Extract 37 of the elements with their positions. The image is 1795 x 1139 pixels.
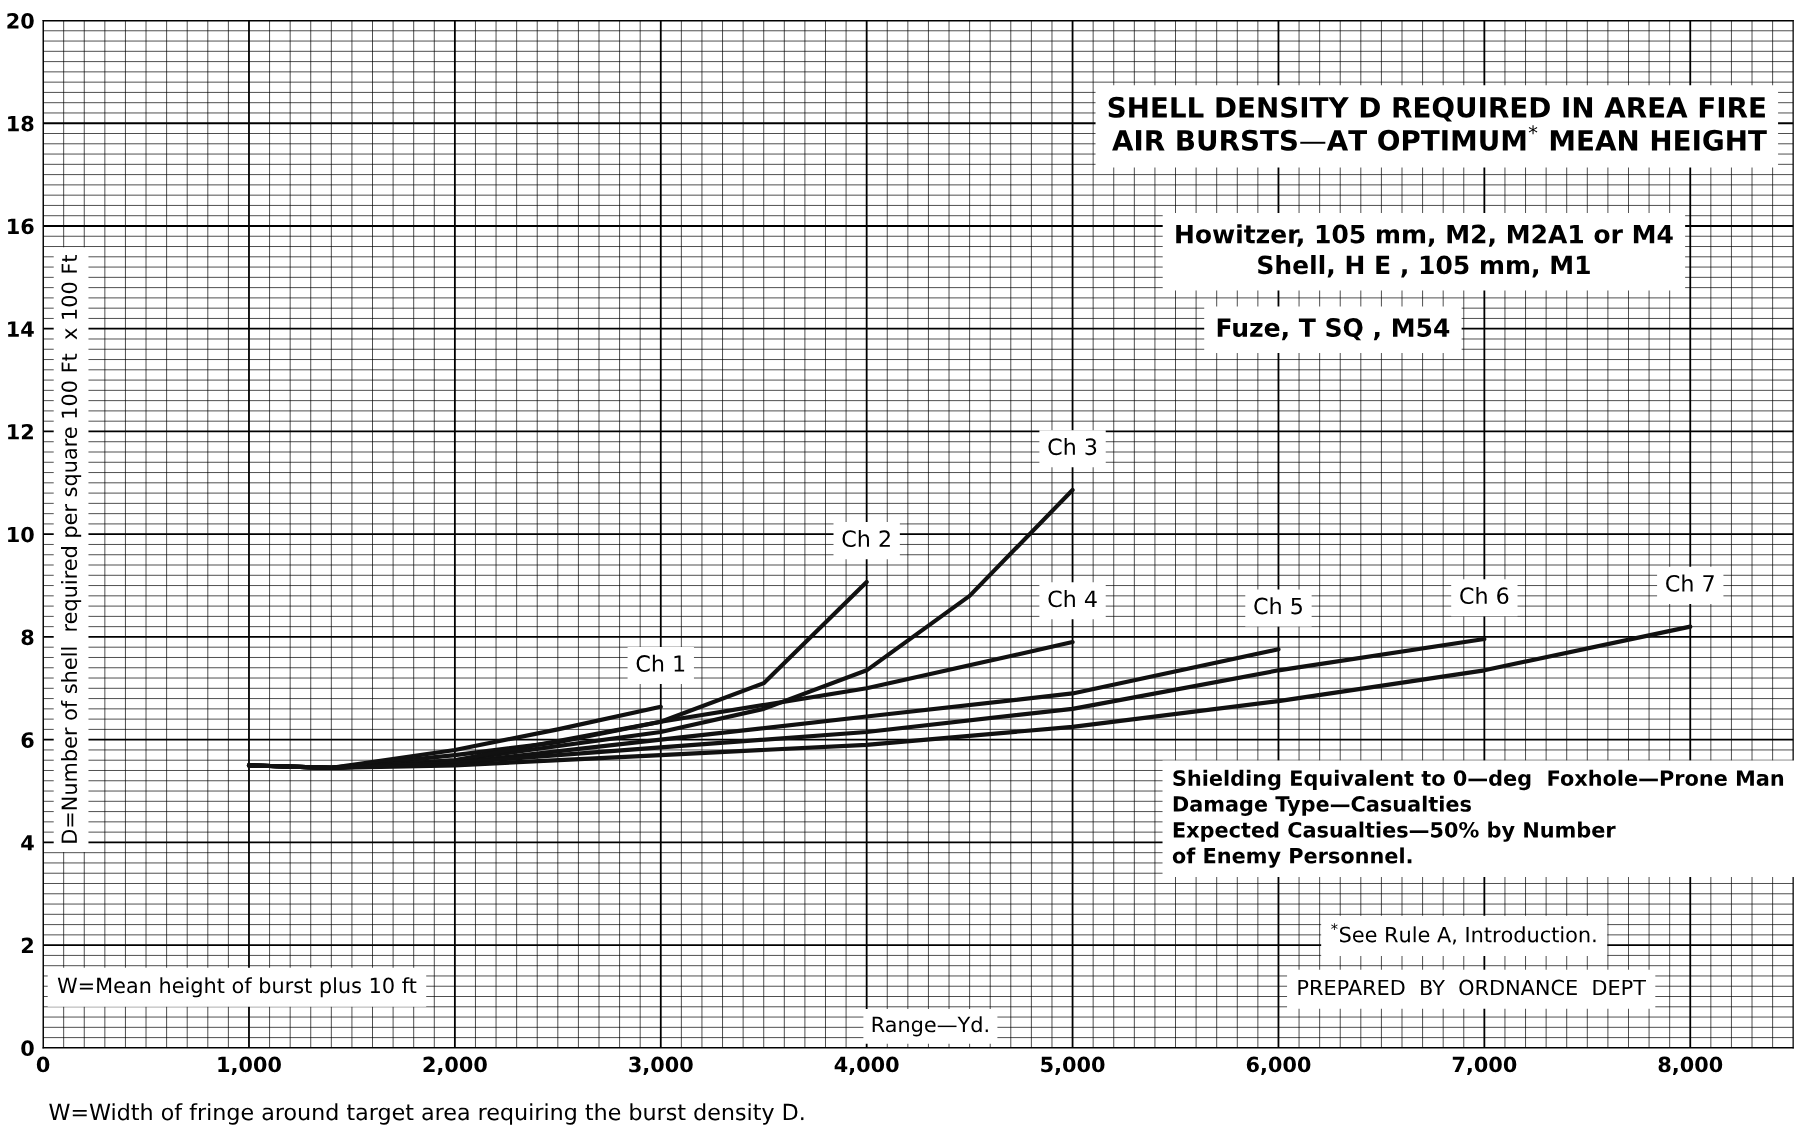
y-axis-title: D=Number of shell required per square 100 Ft x 100 Ft: [61, 255, 82, 843]
y-tick-label: 8: [21, 629, 34, 646]
y-tick-label: 14: [8, 321, 34, 337]
annotation: Fuze, T SQ , M54: [1217, 318, 1450, 341]
series-label: Ch 2: [842, 529, 890, 548]
series-label: Ch 1: [636, 654, 685, 672]
x-tick-label: 5,000: [1041, 1056, 1105, 1075]
series-label: Ch 3: [1048, 437, 1097, 456]
annotation: Howitzer, 105 mm, M2, M2A1 or M4 Shell, H E , 105 mm, M1: [1176, 224, 1673, 278]
text: W=Width of fringe around target area requiring the burst density D.: [49, 1103, 804, 1125]
x-tick-label: 1,000: [218, 1056, 281, 1075]
x-tick-label: 3,000: [629, 1056, 693, 1075]
y-tick-label: 12: [8, 423, 33, 440]
x-tick-label: 0: [36, 1056, 50, 1073]
x-tick-label: 6,000: [1246, 1056, 1311, 1075]
series-label: Ch 5: [1254, 597, 1302, 615]
x-tick-label: 8,000: [1658, 1056, 1723, 1075]
annotation: Shielding Equivalent to 0—deg Foxhole—Prone Man Damage Type—Casualties Expected Casualties—50% by Number of Enemy Personnel.: [1172, 769, 1784, 868]
series-label: Ch 7: [1666, 574, 1714, 592]
x-tick-label: 7,000: [1452, 1056, 1517, 1075]
x-tick-label: 4,000: [834, 1056, 899, 1075]
text: SHELL DENSITY D REQUIRED IN AREA FIRE AIR BURSTS—AT OPTIMUM$^{*}$ MEAN HEIGHT: [1108, 96, 1767, 151]
x-axis-title: Range—Yd.: [872, 1016, 988, 1037]
series-label: Ch 6: [1460, 586, 1509, 605]
annotation: PREPARED BY ORDNANCE DEPT: [1298, 979, 1646, 996]
y-tick-label: 0: [21, 1040, 34, 1057]
y-tick-label: 10: [8, 526, 34, 543]
y-tick-label: 16: [8, 218, 34, 235]
y-tick-label: 2: [21, 937, 33, 954]
series-label: Ch 4: [1048, 590, 1097, 608]
x-tick-label: 2,000: [423, 1056, 487, 1075]
y-tick-label: 6: [21, 732, 34, 748]
y-tick-label: 18: [8, 115, 34, 132]
annotation: $^{*}$See Rule A, Introduction.: [1331, 923, 1596, 945]
annotation: W=Mean height of burst plus 10 ft: [57, 977, 417, 998]
y-tick-label: 4: [21, 835, 34, 851]
y-tick-label: 20: [7, 12, 34, 29]
